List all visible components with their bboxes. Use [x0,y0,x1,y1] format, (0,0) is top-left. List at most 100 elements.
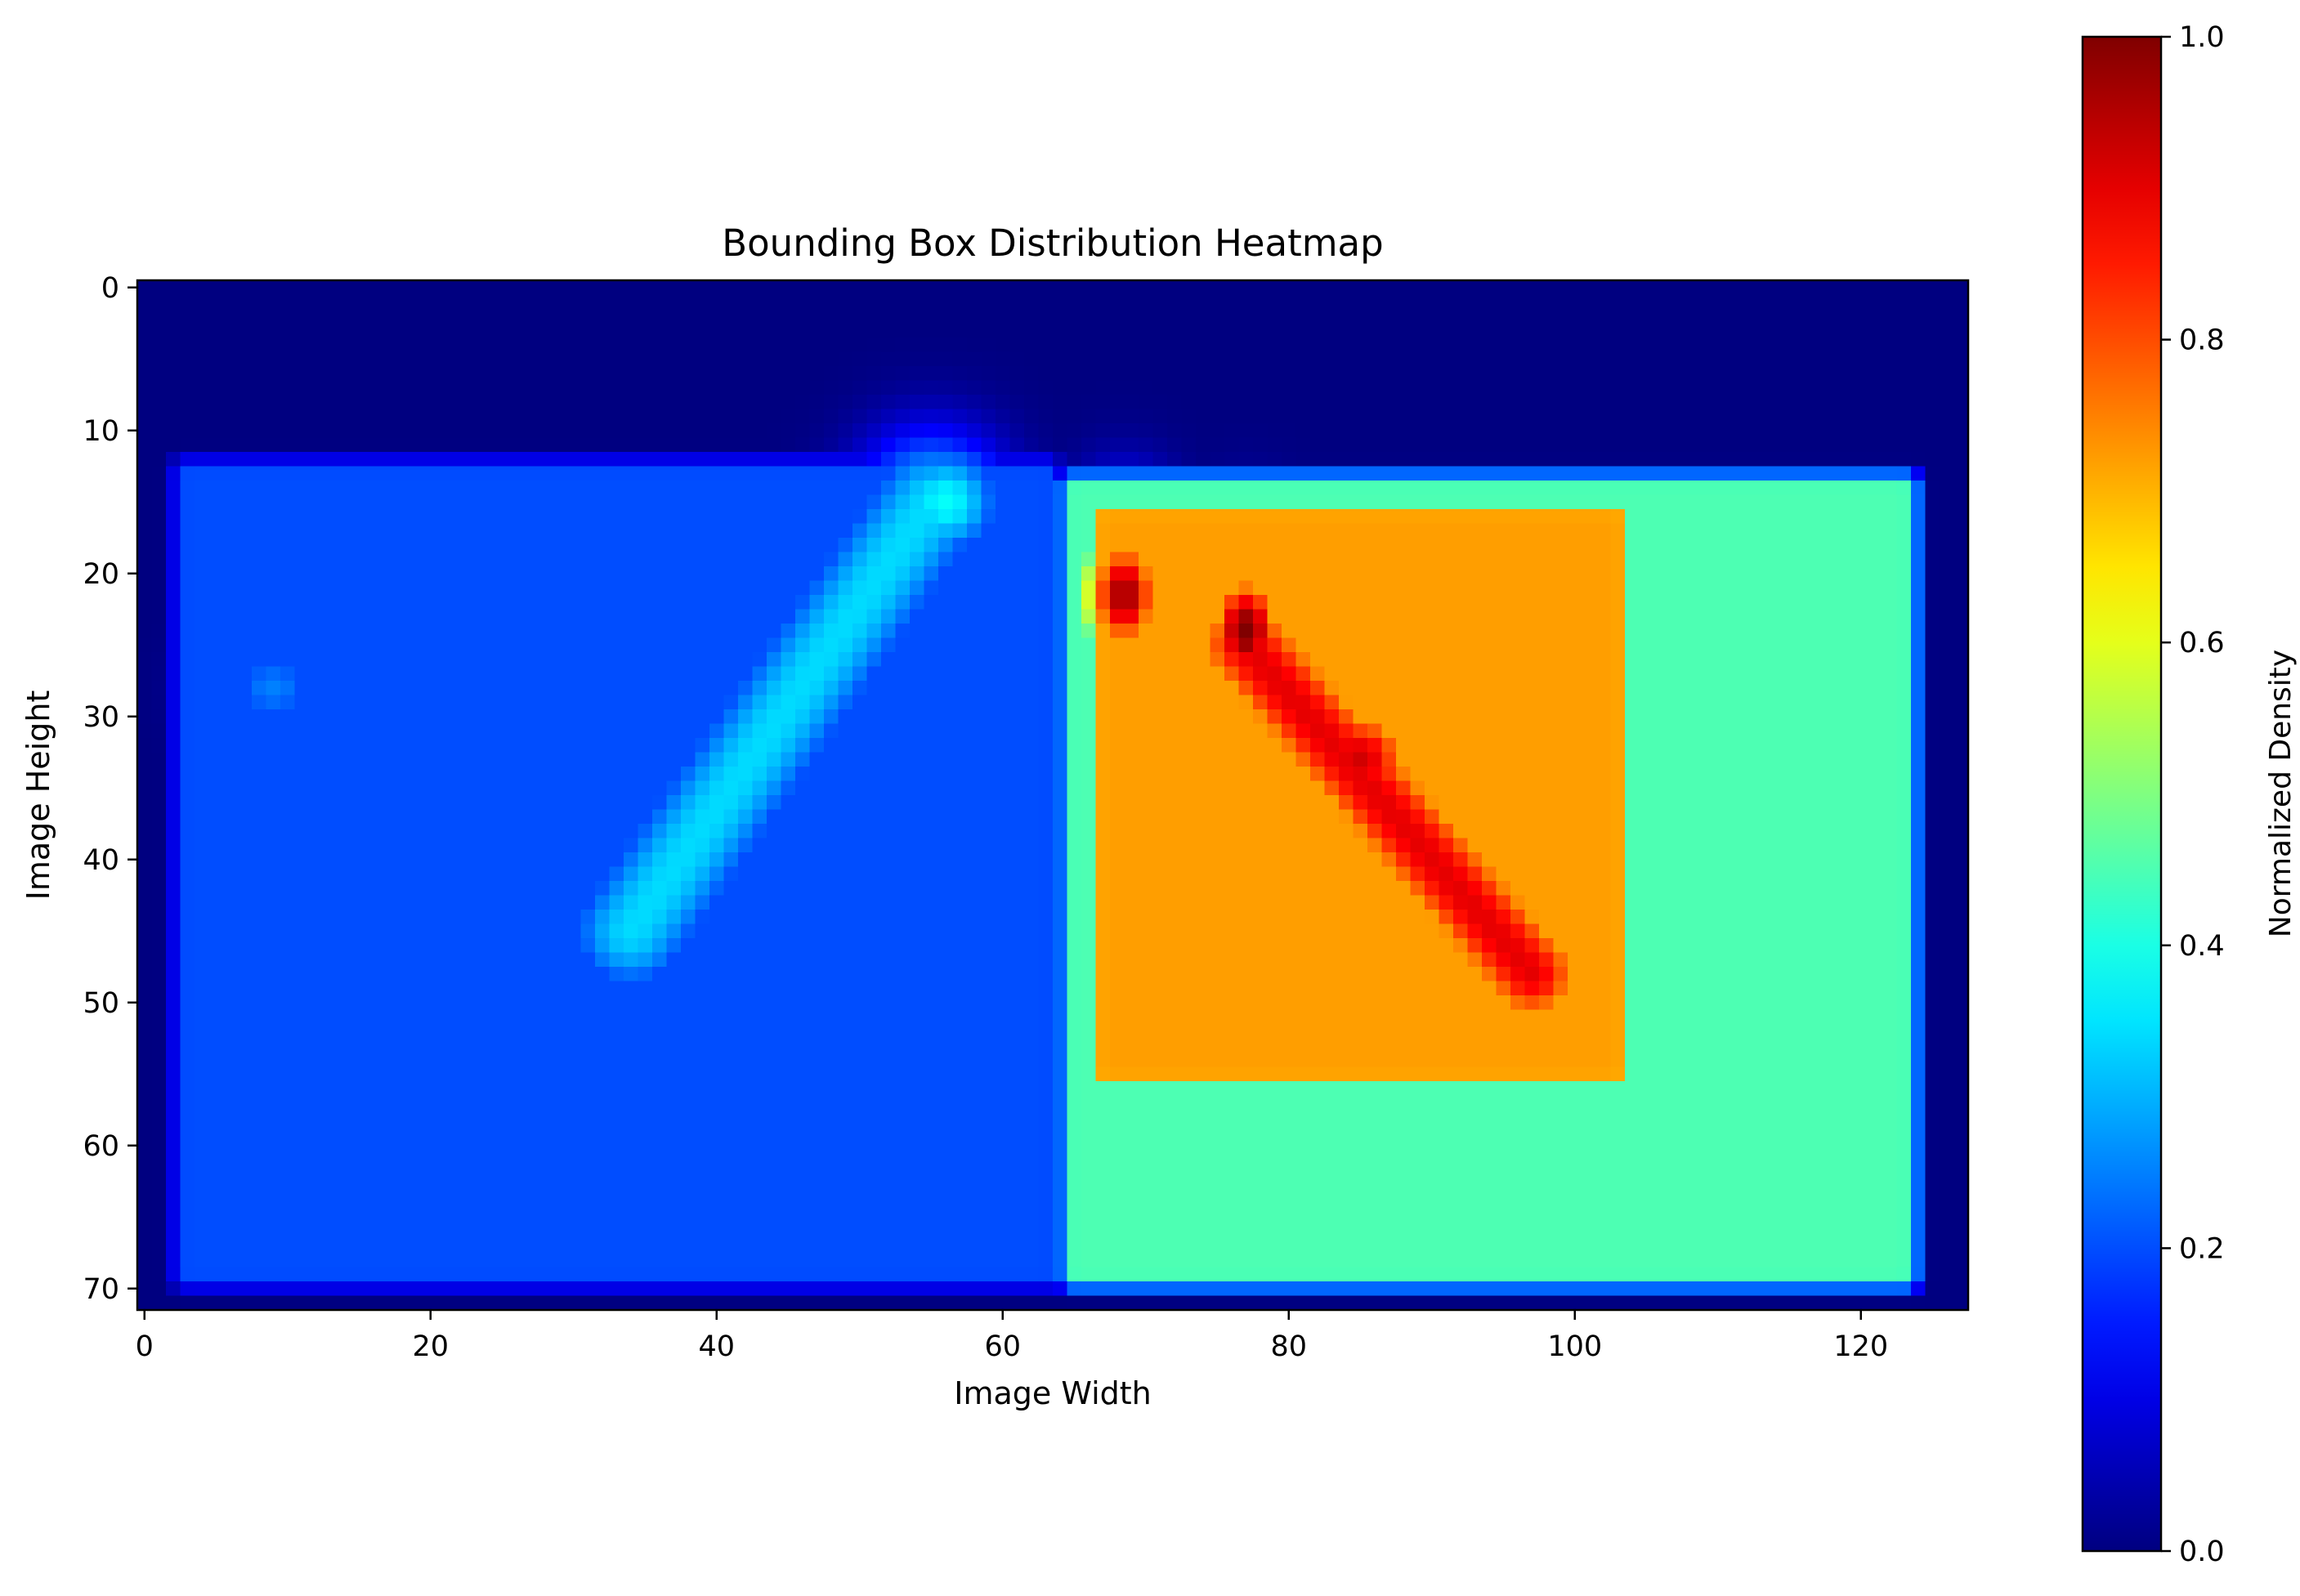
heatmap-cell [666,523,682,539]
heatmap-cell [366,481,382,496]
heatmap-cell [1797,351,1812,367]
heatmap-cell [1825,709,1841,725]
heatmap-cell [723,780,739,796]
heatmap-cell [838,452,853,467]
heatmap-cell [1081,481,1097,496]
heatmap-cell [1439,824,1454,839]
heatmap-cell [1725,738,1740,753]
heatmap-cell [881,280,897,296]
heatmap-cell [1367,452,1383,467]
heatmap-cell [266,494,281,510]
heatmap-cell [195,437,210,453]
heatmap-cell [1139,738,1154,753]
heatmap-cell [1425,595,1440,610]
heatmap-cell [881,738,897,753]
heatmap-cell [1610,280,1626,296]
heatmap-cell [1339,723,1354,739]
heatmap-cell [1510,695,1526,710]
heatmap-cell [1439,624,1454,639]
heatmap-cell [952,280,968,296]
heatmap-cell [609,452,624,467]
heatmap-cell [1009,752,1025,767]
heatmap-cell [1911,566,1926,582]
heatmap-cell [195,795,210,811]
heatmap-cell [1053,494,1068,510]
heatmap-cell [509,494,525,510]
heatmap-cell [494,538,510,553]
heatmap-cell [1253,709,1269,725]
heatmap-cell [1639,652,1654,668]
heatmap-cell [1768,595,1783,610]
heatmap-cell [338,380,353,396]
heatmap-cell [1124,338,1139,353]
heatmap-cell [1295,409,1311,424]
heatmap-cell [380,423,396,439]
heatmap-cell [1882,580,1898,596]
heatmap-cell [452,366,468,382]
heatmap-cell [1940,652,1955,668]
heatmap-cell [366,452,382,467]
heatmap-cell [1367,338,1383,353]
heatmap-cell [652,380,668,396]
heatmap-cell [1825,552,1841,567]
heatmap-cell [1696,795,1712,811]
heatmap-cell [280,780,296,796]
heatmap-cell [967,323,982,338]
heatmap-cell [996,323,1011,338]
heatmap-cell [1568,494,1583,510]
heatmap-cell [237,395,253,410]
heatmap-cell [1768,624,1783,639]
heatmap-cell [137,681,153,696]
heatmap-cell [1768,723,1783,739]
heatmap-cell [452,695,468,710]
heatmap-cell [1282,780,1297,796]
heatmap-cell [1210,409,1225,424]
heatmap-cell [910,523,925,539]
heatmap-cell [1510,580,1526,596]
heatmap-cell [1625,294,1640,310]
heatmap-cell [781,481,796,496]
heatmap-cell [1053,824,1068,839]
heatmap-cell [1310,452,1326,467]
heatmap-cell [1167,624,1183,639]
heatmap-cell [1339,437,1354,453]
heatmap-cell [838,609,853,624]
heatmap-cell [1625,723,1640,739]
heatmap-cell [409,652,424,668]
heatmap-cell [895,523,911,539]
heatmap-cell [266,652,281,668]
heatmap-cell [1482,366,1497,382]
heatmap-cell [1081,695,1097,710]
heatmap-cell [1496,566,1511,582]
heatmap-cell [1667,738,1683,753]
heatmap-cell [1810,323,1826,338]
heatmap-cell [910,752,925,767]
heatmap-cell [1267,752,1282,767]
heatmap-cell [1081,538,1097,553]
heatmap-cell [1053,723,1068,739]
heatmap-cell [437,637,453,653]
heatmap-cell [137,652,153,668]
heatmap-cell [1782,452,1797,467]
heatmap-cell [695,580,710,596]
heatmap-cell [366,466,382,481]
heatmap-cell [1725,723,1740,739]
heatmap-cell [280,466,296,481]
heatmap-cell [1911,280,1926,296]
heatmap-cell [852,509,868,525]
heatmap-cell [1253,637,1269,653]
heatmap-cell [1725,280,1740,296]
heatmap-cell [208,366,224,382]
heatmap-cell [208,409,224,424]
heatmap-cell [709,366,725,382]
heatmap-cell [838,709,853,725]
heatmap-cell [1839,409,1855,424]
heatmap-cell [1110,566,1125,582]
heatmap-cell [1253,580,1269,596]
heatmap-cell [338,738,353,753]
heatmap-cell [609,695,624,710]
heatmap-cell [1353,809,1368,825]
heatmap-cell [380,466,396,481]
heatmap-cell [580,338,596,353]
heatmap-cell [1324,666,1340,682]
